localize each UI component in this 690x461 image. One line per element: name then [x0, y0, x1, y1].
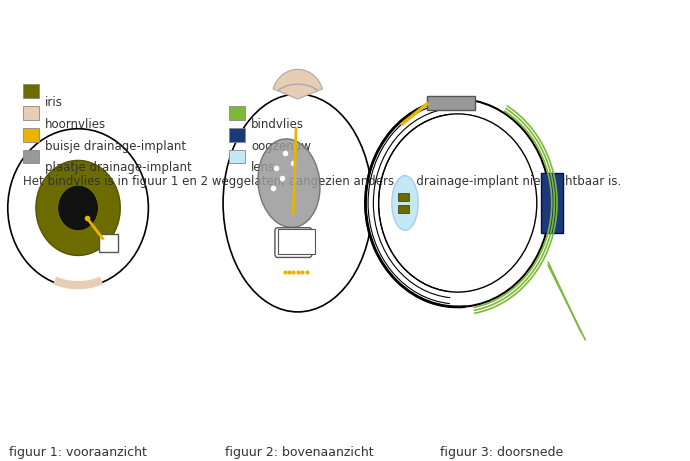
FancyBboxPatch shape: [229, 149, 245, 163]
FancyBboxPatch shape: [23, 149, 39, 163]
Wedge shape: [273, 69, 322, 99]
Text: figuur 1: vooraanzicht: figuur 1: vooraanzicht: [9, 446, 147, 459]
Text: plaatje drainage-implant: plaatje drainage-implant: [45, 161, 191, 174]
FancyBboxPatch shape: [23, 106, 39, 120]
Circle shape: [8, 129, 148, 287]
FancyBboxPatch shape: [398, 205, 408, 213]
Text: figuur 2: bovenaanzicht: figuur 2: bovenaanzicht: [225, 446, 374, 459]
FancyBboxPatch shape: [229, 128, 245, 142]
Text: hoornvlies: hoornvlies: [45, 118, 106, 131]
Text: figuur 3: doorsnede: figuur 3: doorsnede: [440, 446, 563, 459]
FancyBboxPatch shape: [23, 128, 39, 142]
Text: buisje drainage-implant: buisje drainage-implant: [45, 140, 186, 153]
Ellipse shape: [392, 176, 418, 230]
FancyBboxPatch shape: [427, 96, 475, 110]
Circle shape: [379, 114, 537, 292]
Text: lens: lens: [251, 161, 275, 174]
Text: bindvlies: bindvlies: [251, 118, 304, 131]
Ellipse shape: [223, 94, 373, 312]
FancyBboxPatch shape: [279, 229, 315, 254]
Text: oogzenuw: oogzenuw: [251, 140, 311, 153]
FancyBboxPatch shape: [398, 193, 408, 201]
Text: Het bindvlies is in figuur 1 en 2 weggelaten, aangezien anders de drainage-impla: Het bindvlies is in figuur 1 en 2 weggel…: [23, 175, 621, 188]
FancyBboxPatch shape: [229, 106, 245, 120]
Circle shape: [366, 99, 550, 307]
FancyBboxPatch shape: [99, 234, 119, 252]
Text: iris: iris: [45, 96, 63, 109]
FancyBboxPatch shape: [23, 84, 39, 98]
FancyBboxPatch shape: [541, 173, 563, 233]
Circle shape: [36, 160, 120, 255]
Circle shape: [59, 186, 97, 230]
FancyBboxPatch shape: [275, 228, 312, 257]
Ellipse shape: [258, 139, 320, 227]
